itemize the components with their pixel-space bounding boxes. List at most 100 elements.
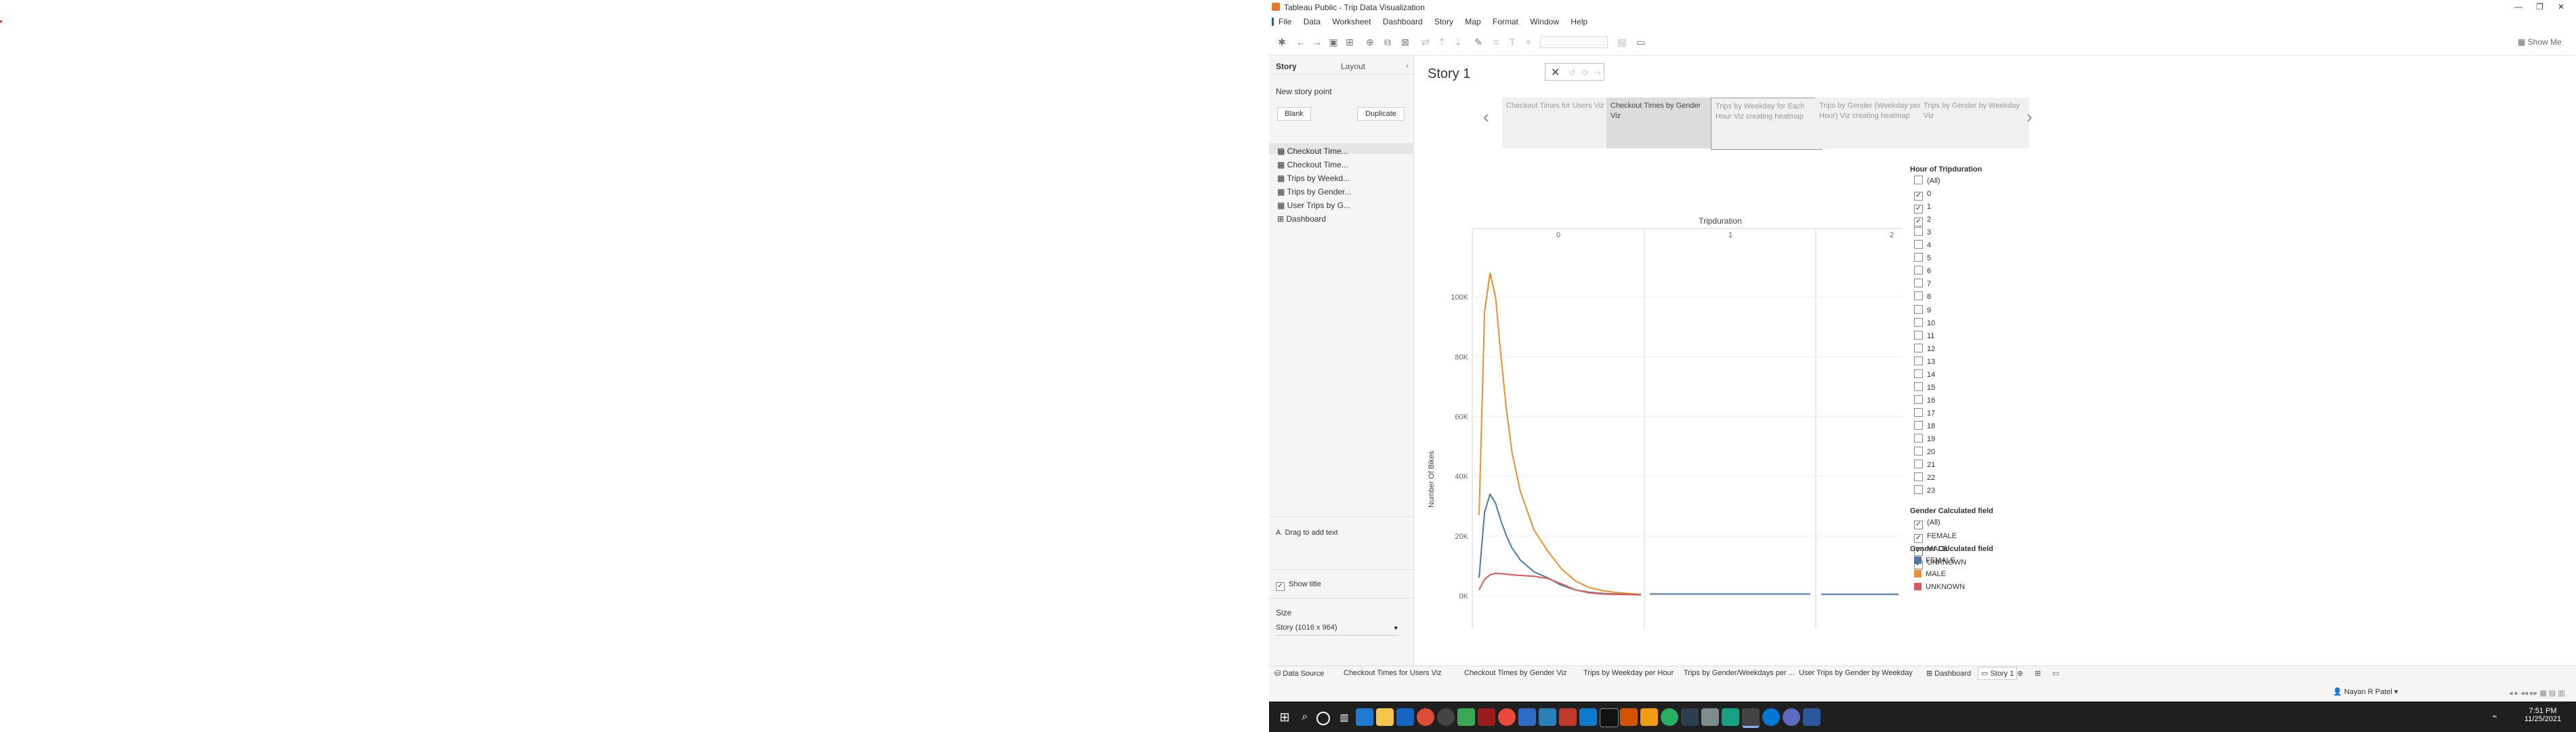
tab-data-source[interactable]: ⛁ Data Source <box>1274 670 1325 678</box>
blank-button[interactable]: Blank <box>1277 107 1311 121</box>
edge-icon[interactable] <box>1356 708 1373 726</box>
app-icon[interactable] <box>1640 708 1658 726</box>
chrome-icon[interactable] <box>1417 708 1434 726</box>
revert-icon[interactable]: ↺ <box>1569 68 1576 77</box>
show-cards-icon[interactable]: ▤ <box>1617 37 1627 47</box>
network-icon[interactable]: ⌁ <box>2492 711 2497 721</box>
hour-filter-item[interactable]: 17 <box>1914 407 1935 420</box>
story-point-5[interactable]: Trips by Gender by Weekday Viz <box>1919 98 2029 148</box>
legend-item[interactable]: FEMALE <box>1914 554 1955 567</box>
new-dashboard-tab-icon[interactable]: ⊞ <box>2035 670 2041 678</box>
hour-filter-item[interactable]: 7 <box>1914 278 1931 291</box>
label-icon[interactable]: T <box>1509 37 1516 47</box>
undo-icon[interactable]: ← <box>1296 37 1306 47</box>
app-icon[interactable] <box>1783 708 1800 726</box>
hour-filter-item[interactable]: 23 <box>1914 485 1935 497</box>
hour-filter-item[interactable]: (All) <box>1914 175 1940 188</box>
tab-trips-weekday[interactable]: Trips by Weekday per Hour <box>1583 669 1674 677</box>
tableau-taskbar-icon[interactable] <box>1742 708 1760 728</box>
tab-checkout-users[interactable]: Checkout Times for Users Viz <box>1344 669 1442 677</box>
tab-trips-gender-weekdays[interactable]: Trips by Gender/Weekdays per ... <box>1684 669 1795 677</box>
sheet-item[interactable]: ▦ Checkout Time... <box>1277 146 1348 156</box>
menu-window[interactable]: Window <box>1530 17 1560 26</box>
new-worksheet-tab-icon[interactable]: ⊕ <box>2017 670 2024 678</box>
series-line-unknown[interactable] <box>1478 572 1642 596</box>
tableau-home-icon[interactable]: ✱ <box>1278 37 1286 47</box>
size-dropdown[interactable]: Story (1016 x 964) ▾ <box>1276 624 1398 636</box>
hour-filter-item[interactable]: 9 <box>1914 304 1931 317</box>
app-icon[interactable] <box>1661 708 1678 726</box>
story-point-4[interactable]: Trips by Gender (Weekday per Hour) Viz c… <box>1815 98 1925 148</box>
app-icon[interactable] <box>1620 708 1638 726</box>
series-line-male[interactable] <box>1478 272 1642 595</box>
taskbar-clock[interactable]: 7:51 PM 11/25/2021 <box>2516 707 2570 723</box>
sheet-item[interactable]: ⊞ Dashboard <box>1277 214 1327 224</box>
duplicate-sheet-icon[interactable]: ⧉ <box>1384 37 1391 47</box>
app-icon[interactable] <box>1762 708 1780 726</box>
maximize-icon[interactable]: ❐ <box>2536 2 2543 12</box>
clear-sheet-icon[interactable]: ⊠ <box>1401 37 1409 47</box>
word-icon[interactable] <box>1803 708 1821 726</box>
tab-checkout-gender[interactable]: Checkout Times by Gender Viz <box>1464 669 1567 677</box>
save-icon[interactable]: ▣ <box>1329 37 1338 47</box>
hour-filter-item[interactable]: 18 <box>1914 420 1935 433</box>
hour-filter-item[interactable]: 3 <box>1914 226 1931 239</box>
app-icon[interactable] <box>1437 708 1455 726</box>
hour-filter-item[interactable]: 19 <box>1914 433 1935 446</box>
mail-icon[interactable] <box>1396 708 1414 726</box>
sheet-item[interactable]: ▦ Trips by Gender... <box>1277 187 1352 197</box>
hour-filter-item[interactable]: ✓ 1 <box>1914 201 1931 214</box>
hour-filter-item[interactable]: ✓ 2 <box>1914 214 1931 227</box>
app-icon[interactable] <box>1701 708 1719 726</box>
app-icon[interactable] <box>1722 708 1739 726</box>
user-menu[interactable]: 👤 Nayan R Patel ▾ <box>2333 688 2398 696</box>
pin-icon[interactable]: ⌖ <box>1526 37 1531 47</box>
show-title-checkbox[interactable]: ✓ Show title <box>1276 580 1321 591</box>
gender-filter-item[interactable]: ✓ (All) <box>1914 516 1940 529</box>
cortana-icon[interactable] <box>1316 712 1330 725</box>
previous-story-point-icon[interactable]: ‹ <box>1483 106 1489 127</box>
presentation-mode-icon[interactable]: ▭ <box>1636 37 1646 47</box>
gender-filter-item[interactable]: ✓ FEMALE <box>1914 530 1957 543</box>
tab-story-1[interactable]: ▭ Story 1 <box>1978 667 2018 680</box>
file-explorer-icon[interactable] <box>1376 708 1394 726</box>
hour-filter-item[interactable]: 10 <box>1914 317 1935 330</box>
next-story-point-icon[interactable]: › <box>2027 106 2033 127</box>
hour-filter-item[interactable]: 22 <box>1914 472 1935 485</box>
hour-filter-item[interactable]: 4 <box>1914 239 1931 252</box>
sheet-item[interactable]: ▦ Checkout Time... <box>1277 160 1348 169</box>
tab-story[interactable]: Story <box>1276 62 1297 71</box>
highlight-icon[interactable]: ✎ <box>1474 37 1482 47</box>
menu-worksheet[interactable]: Worksheet <box>1332 17 1371 26</box>
hour-filter-item[interactable]: 5 <box>1914 252 1931 265</box>
terminal-icon[interactable] <box>1600 708 1619 727</box>
hour-filter-item[interactable]: 14 <box>1914 369 1935 382</box>
update-icon[interactable]: ⟳ <box>1582 68 1590 77</box>
legend-item[interactable]: UNKNOWN <box>1914 581 1965 594</box>
app-icon[interactable] <box>1478 708 1495 726</box>
app-icon[interactable] <box>1681 708 1699 726</box>
redo-icon[interactable]: → <box>1312 37 1322 47</box>
sheet-item[interactable]: ▦ Trips by Weekd... <box>1277 174 1350 183</box>
swap-icon[interactable]: ⇄ <box>1421 37 1430 47</box>
hour-filter-item[interactable]: 16 <box>1914 394 1935 407</box>
app-icon[interactable] <box>1518 708 1536 726</box>
app-icon[interactable] <box>1559 708 1577 726</box>
sheet-item[interactable]: ▦ User Trips by G... <box>1277 201 1351 210</box>
menu-help[interactable]: Help <box>1571 17 1588 26</box>
fit-dropdown[interactable] <box>1540 36 1608 48</box>
collapse-icon[interactable]: ‹ <box>1406 61 1409 70</box>
story-point-2[interactable]: Checkout Times by Gender Viz <box>1606 98 1716 148</box>
hour-filter-item[interactable]: 6 <box>1914 265 1931 278</box>
hour-filter-item[interactable]: 15 <box>1914 382 1935 394</box>
legend-item[interactable]: MALE <box>1914 568 1946 581</box>
sort-ascending-icon[interactable]: ⇡ <box>1438 37 1446 47</box>
task-view-icon[interactable]: ▥ <box>1339 712 1349 723</box>
story-point-3[interactable]: Trips by Weekday for Each Hour Viz creat… <box>1711 98 1822 150</box>
show-me-button[interactable]: ▦ Show Me <box>2518 37 2562 47</box>
app-icon[interactable] <box>1539 708 1556 726</box>
gender-filter-item[interactable]: ✓ UNKNOWN <box>1914 556 1966 569</box>
menu-data[interactable]: Data <box>1303 17 1321 26</box>
hour-filter-item[interactable]: 21 <box>1914 459 1935 472</box>
start-icon[interactable]: ⊞ <box>1279 710 1290 724</box>
